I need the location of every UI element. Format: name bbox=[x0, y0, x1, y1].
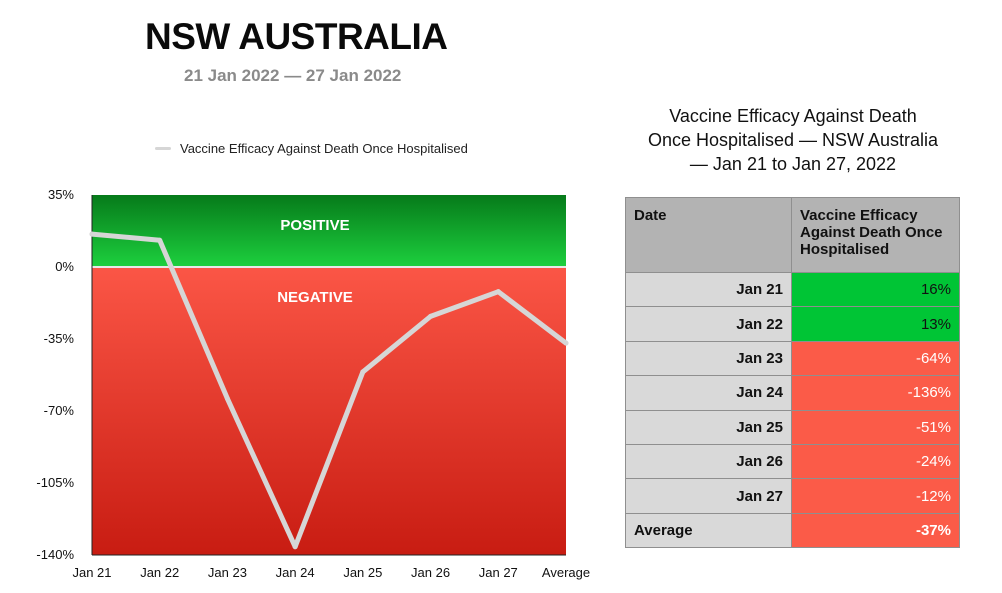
row-date: Jan 25 bbox=[625, 409, 792, 445]
row-value: 16% bbox=[791, 271, 960, 308]
negative-zone-label: NEGATIVE bbox=[277, 289, 353, 306]
row-value: -24% bbox=[791, 443, 960, 480]
x-tick-label: Jan 22 bbox=[140, 565, 179, 580]
row-date: Jan 26 bbox=[625, 443, 792, 480]
table-title: Vaccine Efficacy Against Death Once Hosp… bbox=[618, 104, 968, 176]
table-header-row: Date Vaccine Efficacy Against Death Once… bbox=[625, 197, 960, 273]
positive-zone bbox=[92, 195, 566, 267]
legend-label: Vaccine Efficacy Against Death Once Hosp… bbox=[180, 140, 468, 156]
date-range-subtitle: 21 Jan 2022 — 27 Jan 2022 bbox=[184, 66, 402, 85]
efficacy-table: Date Vaccine Efficacy Against Death Once… bbox=[625, 197, 960, 549]
data-point bbox=[157, 237, 163, 243]
data-point bbox=[224, 396, 230, 402]
table-title-line-3: — Jan 21 to Jan 27, 2022 bbox=[689, 154, 897, 174]
y-tick-label: 35% bbox=[48, 187, 74, 202]
x-tick-label: Jan 23 bbox=[208, 565, 247, 580]
average-label: Average bbox=[625, 512, 792, 549]
x-tick-label: Average bbox=[542, 565, 590, 580]
data-point bbox=[495, 289, 501, 295]
chart-legend: Vaccine Efficacy Against Death Once Hosp… bbox=[155, 139, 468, 157]
y-tick-label: -70% bbox=[44, 403, 75, 418]
y-tick-label: 0% bbox=[55, 259, 74, 274]
table-title-line-1: Vaccine Efficacy Against Death bbox=[669, 106, 917, 126]
table-row: Jan 22 13% bbox=[625, 306, 960, 342]
table-row: Jan 21 16% bbox=[625, 271, 960, 308]
row-value: -12% bbox=[791, 478, 960, 514]
row-date: Jan 24 bbox=[625, 375, 792, 411]
table-title-line-2: Once Hospitalised — NSW Australia bbox=[647, 130, 939, 150]
x-tick-label: Jan 25 bbox=[343, 565, 382, 580]
average-value: -37% bbox=[791, 512, 960, 549]
x-tick-label: Jan 26 bbox=[411, 565, 450, 580]
negative-zone bbox=[92, 267, 566, 555]
row-value: 13% bbox=[791, 306, 960, 342]
legend-line-swatch bbox=[155, 146, 171, 150]
row-date: Jan 22 bbox=[625, 306, 792, 342]
table-row: Jan 26 -24% bbox=[625, 443, 960, 480]
efficacy-series-line bbox=[89, 231, 569, 550]
efficacy-line-chart: POSITIVE NEGATIVE 35% 0% -35% -70% -105% -140%… bbox=[36, 187, 590, 580]
data-point bbox=[292, 544, 298, 550]
table-row: Jan 23 -64% bbox=[625, 340, 960, 377]
data-point bbox=[89, 231, 95, 237]
row-value: -64% bbox=[791, 340, 960, 377]
row-date: Jan 21 bbox=[625, 271, 792, 308]
x-tick-label: Jan 27 bbox=[479, 565, 518, 580]
header-efficacy: Vaccine Efficacy Against Death Once Hosp… bbox=[791, 197, 960, 273]
y-tick-label: -140% bbox=[36, 547, 74, 562]
x-tick-label: Jan 24 bbox=[276, 565, 315, 580]
page-title: NSW AUSTRALIA bbox=[145, 16, 448, 57]
row-value: -136% bbox=[791, 375, 960, 411]
data-point bbox=[360, 369, 366, 375]
row-date: Jan 23 bbox=[625, 340, 792, 377]
row-date: Jan 27 bbox=[625, 478, 792, 514]
table-row: Jan 27 -12% bbox=[625, 478, 960, 514]
table-row: Jan 25 -51% bbox=[625, 409, 960, 445]
header-date: Date bbox=[625, 197, 792, 273]
x-tick-label: Jan 21 bbox=[72, 565, 111, 580]
y-tick-label: -105% bbox=[36, 475, 74, 490]
data-point bbox=[563, 340, 569, 346]
table-average-row: Average -37% bbox=[625, 512, 960, 549]
table-row: Jan 24 -136% bbox=[625, 375, 960, 411]
data-point bbox=[428, 313, 434, 319]
y-tick-label: -35% bbox=[44, 331, 75, 346]
row-value: -51% bbox=[791, 409, 960, 445]
positive-zone-label: POSITIVE bbox=[280, 217, 349, 234]
